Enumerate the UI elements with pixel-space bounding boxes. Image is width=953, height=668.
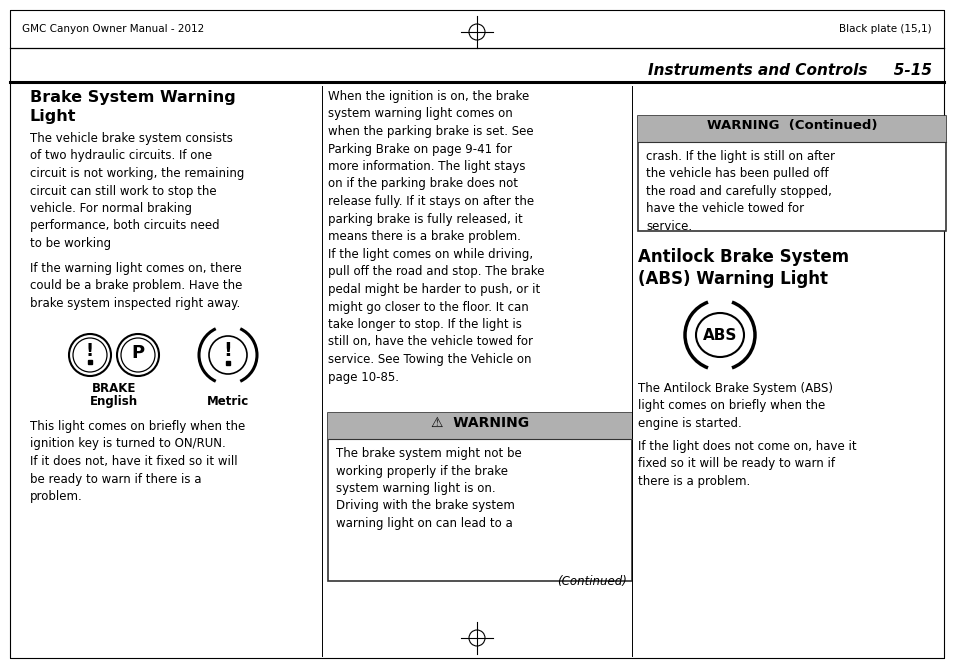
Text: If the warning light comes on, there
could be a brake problem. Have the
brake sy: If the warning light comes on, there cou… [30, 262, 242, 310]
Bar [638, 116, 945, 231]
Text: GMC Canyon Owner Manual - 2012: GMC Canyon Owner Manual - 2012 [22, 24, 204, 34]
Text: (Continued): (Continued) [557, 575, 626, 588]
Text: When the ignition is on, the brake
system warning light comes on
when the parkin: When the ignition is on, the brake syste… [328, 90, 534, 243]
Text: If the light does not come on, have it
fixed so it will be ready to warn if
ther: If the light does not come on, have it f… [638, 440, 856, 488]
Text: BRAKE: BRAKE [91, 382, 136, 395]
Bar [328, 413, 631, 439]
Text: The brake system might not be
working properly if the brake
system warning light: The brake system might not be working pr… [335, 447, 521, 530]
Text: This light comes on briefly when the
ignition key is turned to ON/RUN.
If it doe: This light comes on briefly when the ign… [30, 420, 245, 503]
Text: !: ! [86, 342, 94, 360]
Text: Metric: Metric [207, 395, 249, 408]
Text: ⚠  WARNING: ⚠ WARNING [431, 416, 529, 430]
Text: P: P [132, 344, 145, 362]
Text: English: English [90, 395, 138, 408]
Bar [638, 116, 945, 142]
Text: Antilock Brake System
(ABS) Warning Light: Antilock Brake System (ABS) Warning Ligh… [638, 248, 848, 288]
Text: ABS: ABS [702, 327, 737, 343]
Text: Instruments and Controls     5-15: Instruments and Controls 5-15 [647, 63, 931, 78]
Text: WARNING  (Continued): WARNING (Continued) [706, 119, 877, 132]
Bar [328, 413, 631, 581]
Text: crash. If the light is still on after
the vehicle has been pulled off
the road a: crash. If the light is still on after th… [645, 150, 834, 233]
Text: !: ! [223, 341, 233, 361]
Text: If the light comes on while driving,
pull off the road and stop. The brake
pedal: If the light comes on while driving, pul… [328, 248, 544, 383]
Text: Black plate (15,1): Black plate (15,1) [839, 24, 931, 34]
Text: The Antilock Brake System (ABS)
light comes on briefly when the
engine is starte: The Antilock Brake System (ABS) light co… [638, 382, 832, 430]
Text: The vehicle brake system consists
of two hydraulic circuits. If one
circuit is n: The vehicle brake system consists of two… [30, 132, 244, 250]
Text: Brake System Warning
Light: Brake System Warning Light [30, 90, 235, 124]
